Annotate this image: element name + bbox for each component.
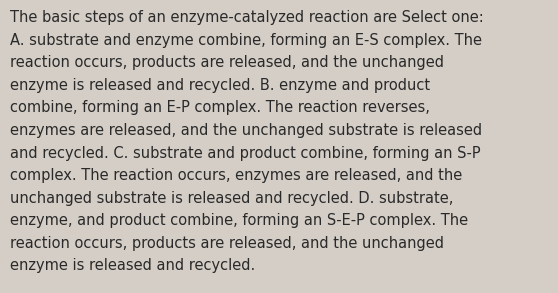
Text: enzymes are released, and the unchanged substrate is released: enzymes are released, and the unchanged … [10,123,482,138]
Text: The basic steps of an enzyme-catalyzed reaction are Select one:: The basic steps of an enzyme-catalyzed r… [10,10,484,25]
Text: enzyme, and product combine, forming an S-E-P complex. The: enzyme, and product combine, forming an … [10,213,468,228]
Text: enzyme is released and recycled.: enzyme is released and recycled. [10,258,256,273]
Text: combine, forming an E-P complex. The reaction reverses,: combine, forming an E-P complex. The rea… [10,100,430,115]
Text: reaction occurs, products are released, and the unchanged: reaction occurs, products are released, … [10,236,444,251]
Text: reaction occurs, products are released, and the unchanged: reaction occurs, products are released, … [10,55,444,70]
Text: and recycled. C. substrate and product combine, forming an S-P: and recycled. C. substrate and product c… [10,146,480,161]
Text: enzyme is released and recycled. B. enzyme and product: enzyme is released and recycled. B. enzy… [10,78,430,93]
Text: A. substrate and enzyme combine, forming an E-S complex. The: A. substrate and enzyme combine, forming… [10,33,482,48]
Text: unchanged substrate is released and recycled. D. substrate,: unchanged substrate is released and recy… [10,191,454,206]
Text: complex. The reaction occurs, enzymes are released, and the: complex. The reaction occurs, enzymes ar… [10,168,462,183]
